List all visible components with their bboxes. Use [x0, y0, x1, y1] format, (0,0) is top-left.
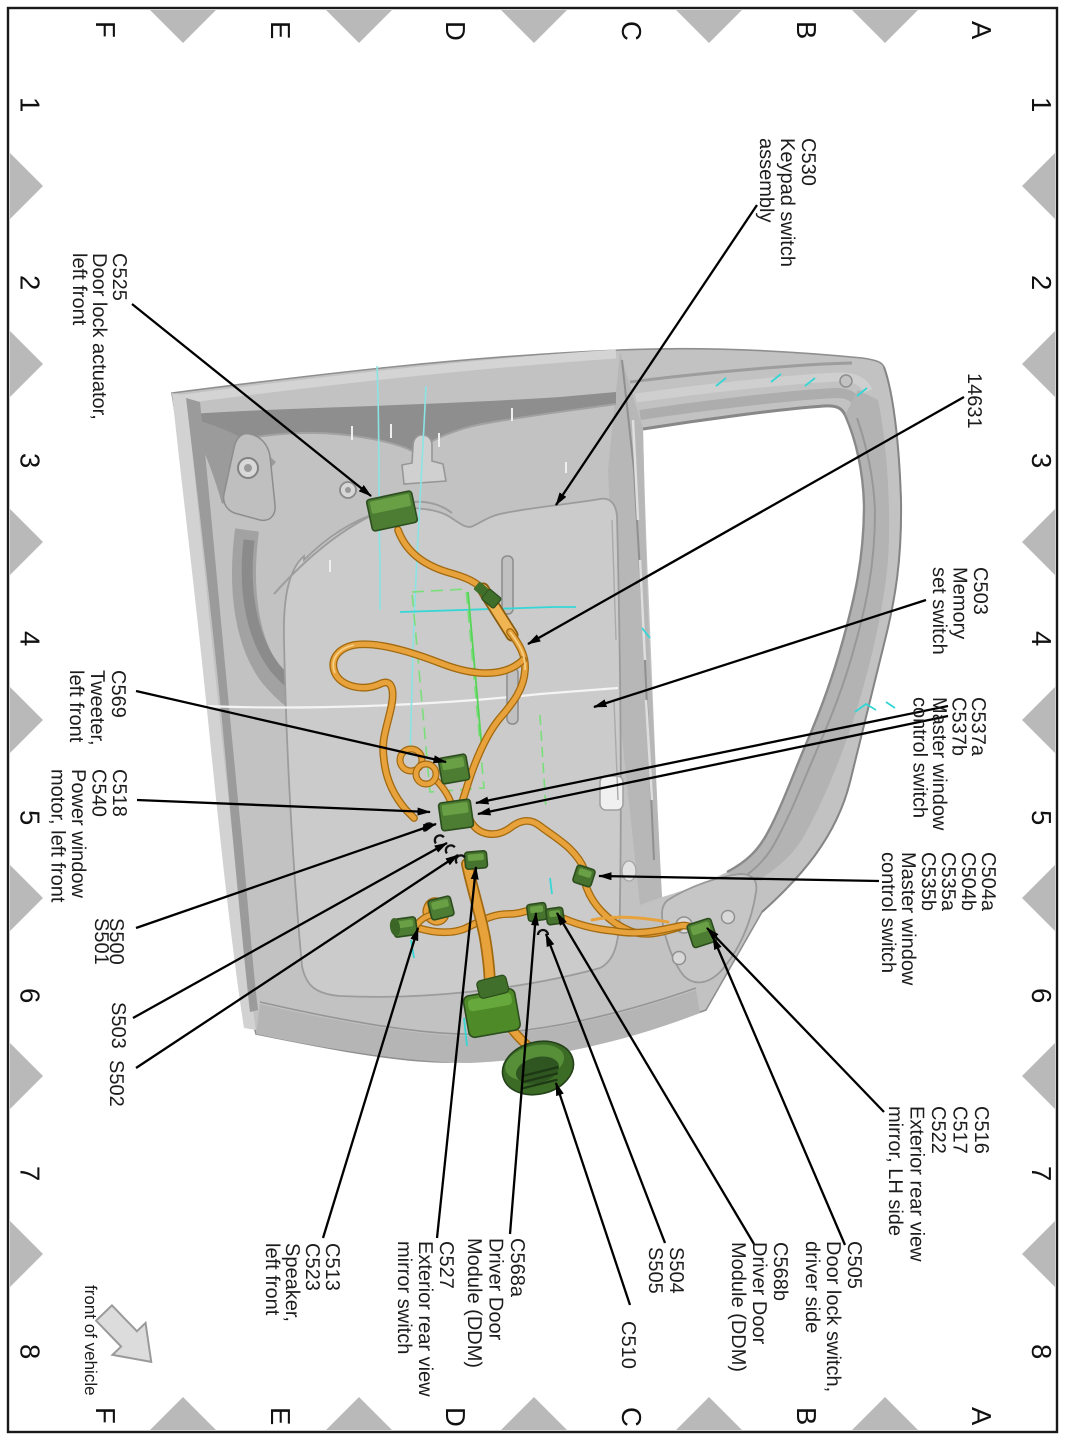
- svg-text:2: 2: [1026, 275, 1057, 290]
- svg-text:1: 1: [15, 97, 46, 112]
- svg-text:D: D: [440, 21, 471, 41]
- svg-text:C516C517C522Exterior rear view: C516C517C522Exterior rear viewmirror, LH…: [884, 1106, 992, 1262]
- svg-text:6: 6: [1026, 988, 1057, 1003]
- svg-text:3: 3: [1026, 453, 1057, 468]
- svg-text:A: A: [966, 1407, 997, 1426]
- svg-text:A: A: [966, 21, 997, 40]
- svg-text:E: E: [265, 1407, 296, 1425]
- svg-text:3: 3: [15, 453, 46, 468]
- svg-text:7: 7: [1026, 1166, 1057, 1181]
- svg-text:2: 2: [15, 275, 46, 290]
- svg-text:1: 1: [1026, 97, 1057, 112]
- svg-text:front of vehicle: front of vehicle: [81, 1285, 100, 1396]
- svg-text:C568bDriver DoorModule (DDM): C568bDriver DoorModule (DDM): [727, 1242, 791, 1372]
- svg-text:C530Keypad switchassembly: C530Keypad switchassembly: [755, 138, 819, 267]
- svg-text:D: D: [440, 1407, 471, 1427]
- svg-text:S500S501: S500S501: [90, 918, 127, 965]
- svg-text:C537aC537bMaster windowcontrol: C537aC537bMaster windowcontrol switch: [909, 697, 990, 831]
- svg-text:4: 4: [1026, 631, 1057, 646]
- svg-text:C527Exterior rear viewmirror s: C527Exterior rear viewmirror switch: [393, 1241, 457, 1397]
- svg-text:C510: C510: [617, 1321, 639, 1369]
- svg-text:C518C540Power windowmotor, lef: C518C540Power windowmotor, left front: [47, 769, 131, 903]
- svg-text:5: 5: [1026, 810, 1057, 825]
- svg-text:B: B: [791, 21, 822, 39]
- svg-text:C505Door lock switch,driver si: C505Door lock switch,driver side: [801, 1241, 865, 1392]
- svg-text:8: 8: [15, 1344, 46, 1359]
- svg-text:5: 5: [15, 810, 46, 825]
- svg-text:C525Door lock actuator,left fr: C525Door lock actuator,left front: [68, 253, 130, 420]
- svg-text:C503Memoryset switch: C503Memoryset switch: [928, 567, 991, 655]
- svg-text:7: 7: [15, 1166, 46, 1181]
- svg-text:B: B: [791, 1407, 822, 1425]
- svg-text:C569Tweeter,left front: C569Tweeter,left front: [65, 670, 129, 746]
- svg-text:14631: 14631: [963, 373, 985, 429]
- svg-text:C504aC504bC535aC535bMaster win: C504aC504bC535aC535bMaster windowcontrol…: [877, 852, 999, 986]
- svg-text:8: 8: [1026, 1344, 1057, 1359]
- svg-text:S503: S503: [107, 1002, 129, 1049]
- svg-text:4: 4: [15, 631, 46, 646]
- svg-text:6: 6: [15, 988, 46, 1003]
- svg-text:C513C523Speaker,left front: C513C523Speaker,left front: [261, 1243, 343, 1322]
- svg-text:C: C: [616, 21, 647, 41]
- svg-text:S502: S502: [105, 1060, 127, 1107]
- svg-text:S504S505: S504S505: [644, 1247, 687, 1294]
- svg-text:F: F: [90, 21, 121, 38]
- svg-text:F: F: [90, 1407, 121, 1424]
- svg-text:C568aDriver DoorModule (DDM): C568aDriver DoorModule (DDM): [463, 1238, 528, 1368]
- svg-text:C: C: [616, 1407, 647, 1427]
- svg-text:E: E: [265, 21, 296, 39]
